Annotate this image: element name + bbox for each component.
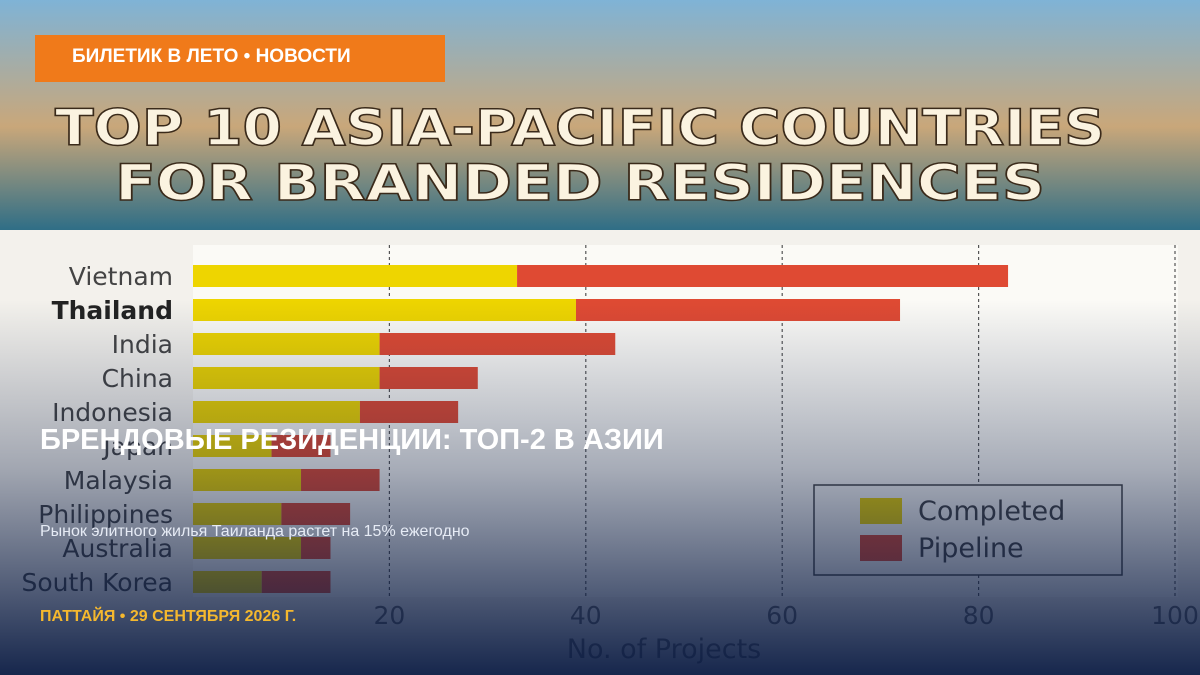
- overlay: [0, 300, 1200, 675]
- chart-title: TOP 10 ASIA-PACIFIC COUNTRIES: [55, 99, 1105, 157]
- badge-bg: [35, 35, 445, 82]
- subtitle: Рынок элитного жилья Таиланда растет на …: [40, 523, 470, 540]
- bar-segment: [193, 265, 518, 287]
- chart-title: FOR BRANDED RESIDENCES: [115, 154, 1045, 212]
- bar-segment: [517, 265, 1009, 287]
- badge: БИЛЕТИК В ЛЕТО • НОВОСТИ: [72, 46, 351, 67]
- headline: БРЕНДОВЫЕ РЕЗИДЕНЦИИ: ТОП-2 В АЗИИ: [40, 424, 664, 456]
- footer: ПАТТАЙЯ • 29 СЕНТЯБРЯ 2026 Г.: [40, 606, 296, 625]
- y-tick-label: Vietnam: [69, 262, 173, 291]
